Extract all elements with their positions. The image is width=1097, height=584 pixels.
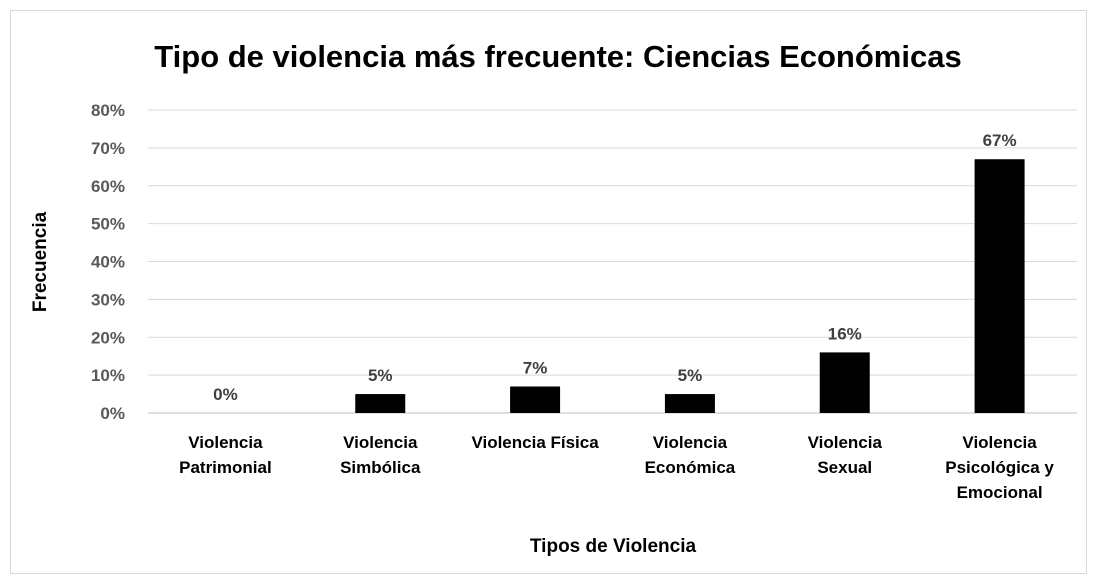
y-tick-label: 60%: [91, 177, 125, 196]
x-category-label: Violencia Económica: [645, 433, 736, 477]
y-axis-title: Frecuencia: [30, 211, 51, 312]
y-tick-label: 40%: [91, 253, 125, 272]
y-tick-label: 10%: [91, 366, 125, 385]
data-label: 16%: [828, 324, 862, 343]
y-tick-label: 50%: [91, 215, 125, 234]
data-labels: 0% 5% 7% 5% 16% 67%: [213, 131, 1016, 404]
x-category-label: Violencia Patrimonial: [179, 433, 272, 477]
chart-frame: [10, 10, 1087, 574]
data-label: 67%: [983, 131, 1017, 150]
data-label: 5%: [368, 366, 393, 385]
data-label: 5%: [678, 366, 703, 385]
y-tick-label: 80%: [91, 101, 125, 120]
x-category-label: Violencia Sexual: [808, 433, 883, 477]
data-label: 7%: [523, 358, 548, 377]
bar: [664, 394, 715, 413]
bar: [819, 352, 870, 413]
chart-title: Tipo de violencia más frecuente: Ciencia…: [154, 39, 961, 74]
bar: [510, 386, 561, 413]
y-tick-label: 20%: [91, 328, 125, 347]
y-tick-label: 0%: [100, 404, 125, 423]
bars: [355, 159, 1025, 413]
y-tick-label: 70%: [91, 139, 125, 158]
gridlines: [148, 109, 1077, 414]
x-axis-title: Tipos de Violencia: [530, 536, 697, 557]
x-category-label: Violencia Simbólica: [340, 433, 421, 477]
data-label: 0%: [213, 385, 238, 404]
bar: [355, 394, 406, 413]
bar: [974, 159, 1025, 413]
x-axis-categories: Violencia Patrimonial Violencia Simbólica Vi…: [179, 433, 1054, 502]
y-axis-ticks: 0% 10% 20% 30% 40% 50% 60% 70% 80%: [91, 101, 125, 423]
x-category-label: Violencia Física: [471, 433, 599, 452]
y-tick-label: 30%: [91, 290, 125, 309]
x-category-label: Violencia Psicológica y Emocional: [945, 433, 1054, 502]
